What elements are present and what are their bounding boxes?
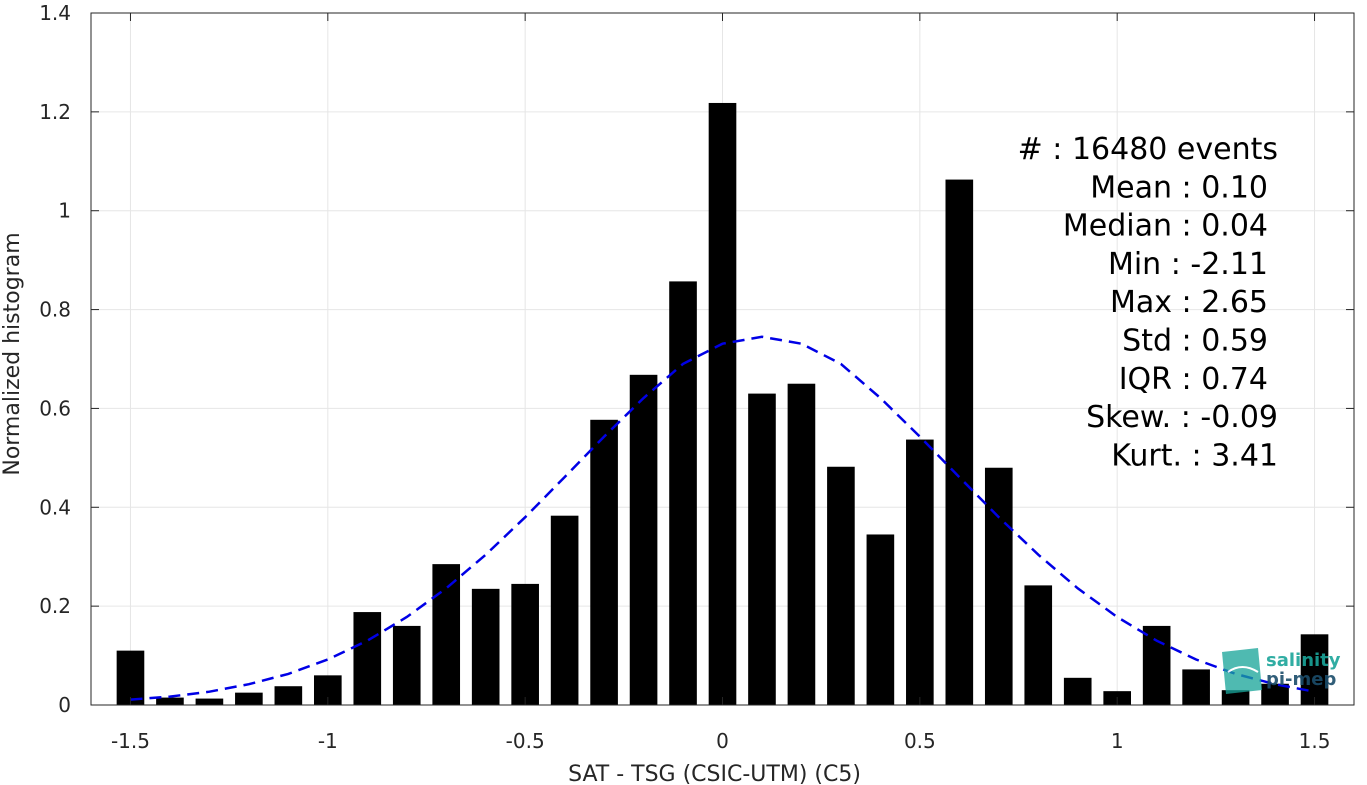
y-tick-label: 0.2: [39, 594, 71, 618]
histogram-bar: [945, 179, 974, 705]
histogram-bar: [827, 466, 855, 705]
y-axis-ticks: 0 0.2 0.4 0.6 0.8 1 1.2 1.4: [39, 1, 1354, 717]
x-tick-label: 0.5: [904, 729, 936, 753]
histogram-bar: [669, 281, 697, 705]
histogram-bar: [1024, 585, 1053, 705]
y-tick-label: 1.4: [39, 1, 71, 25]
histogram-bar: [1182, 669, 1210, 705]
histogram-bar: [629, 374, 658, 705]
y-tick-label: 0.4: [39, 495, 71, 519]
histogram-bar: [1261, 683, 1289, 705]
histogram-bar: [866, 534, 895, 705]
histogram-bar: [1142, 625, 1171, 705]
logo-text-pimep: pi-mep: [1266, 669, 1336, 690]
x-axis-ticks: -1.5 -1 -0.5 0 0.5 1 1.5: [111, 13, 1330, 753]
stat-line: IQR : 0.74: [1119, 362, 1268, 397]
x-tick-label: -1: [318, 729, 338, 753]
logo-shape-icon: [1222, 648, 1262, 694]
histogram-bar: [116, 650, 145, 705]
y-tick-label: 0: [58, 693, 71, 717]
stat-line: Skew. : -0.09: [1086, 400, 1278, 435]
salinity-pimep-logo: salinity pi-mep: [1222, 648, 1341, 694]
histogram-bar: [708, 102, 737, 705]
histogram-bar: [1063, 677, 1092, 705]
histogram-bar: [156, 697, 184, 705]
stat-line: Kurt. : 3.41: [1111, 438, 1278, 473]
histogram-bar: [1300, 634, 1329, 705]
stat-line: Min : -2.11: [1108, 247, 1268, 282]
x-axis-label: SAT - TSG (CSIC-UTM) (C5): [568, 762, 861, 785]
x-tick-label: 0: [716, 729, 729, 753]
stat-line: Median : 0.04: [1063, 209, 1268, 244]
histogram-bar: [195, 698, 224, 705]
histogram-bar: [511, 583, 539, 705]
y-tick-label: 0.6: [39, 396, 71, 420]
histogram-bar: [906, 439, 934, 705]
x-tick-label: 1.5: [1299, 729, 1331, 753]
y-tick-label: 1.2: [39, 100, 71, 124]
histogram-bar: [392, 625, 421, 705]
y-tick-label: 1: [58, 199, 71, 223]
histogram-bar: [274, 686, 303, 705]
histogram-bar: [748, 393, 776, 705]
histogram-bar: [353, 612, 382, 705]
y-tick-label: 0.8: [39, 298, 71, 322]
histogram-bar: [432, 564, 461, 705]
stat-line: Max : 2.65: [1110, 285, 1268, 320]
x-tick-label: 1: [1111, 729, 1124, 753]
histogram-bar: [550, 515, 579, 705]
histogram-bar: [590, 419, 618, 705]
stat-line: # : 16480 events: [1018, 132, 1278, 167]
y-axis-label: Normalized histogram: [0, 232, 25, 475]
stat-line: Std : 0.59: [1122, 324, 1268, 359]
logo-wave-icon: [1227, 666, 1259, 673]
histogram-bar: [984, 467, 1013, 705]
x-tick-label: -1.5: [111, 729, 150, 753]
histogram-bar: [235, 692, 263, 705]
histogram-bars: [116, 102, 1329, 705]
histogram-bar: [1221, 690, 1250, 705]
x-tick-label: -0.5: [506, 729, 545, 753]
logo-text-salinity: salinity: [1266, 650, 1341, 671]
histogram-bar: [471, 588, 500, 705]
normal-fit-curve: [130, 335, 1315, 701]
histogram-bar: [787, 383, 816, 705]
stat-line: Mean : 0.10: [1090, 170, 1268, 205]
